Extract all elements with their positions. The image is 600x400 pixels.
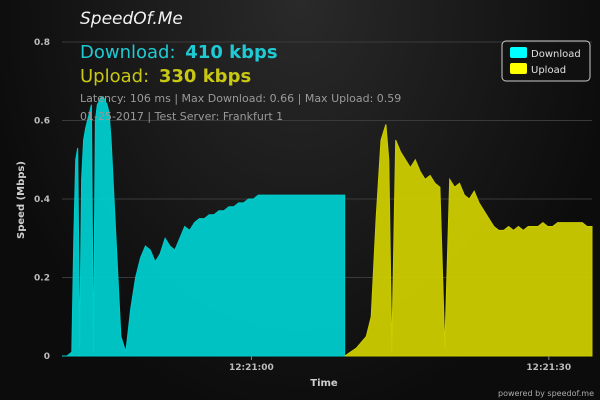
legend-download-swatch [510,47,527,58]
series-areas [62,96,593,357]
x-tick-label: 12:21:30 [526,363,571,373]
download-value: 410 kbps [185,42,277,63]
legend: Download Upload [501,40,591,82]
upload-label: Upload: [80,66,149,87]
y-axis-title: Speed (Mbps) [16,161,27,239]
date-server-line: 01-25-2017 | Test Server: Frankfurt 1 [80,110,283,123]
legend-download-label: Download [531,49,581,60]
legend-upload-label: Upload [531,65,566,76]
y-axis-ticks: 0 0.2 0.4 0.6 0.8 [34,38,50,362]
download-summary: Download: 410 kbps [80,42,278,63]
x-tick-label: 12:21:00 [229,363,274,373]
y-tick-label: 0 [44,352,50,362]
upload-summary: Upload: 330 kbps [80,66,251,87]
x-axis-title: Time [310,378,338,389]
upload-area [344,124,593,357]
stats-line: Latency: 106 ms | Max Download: 0.66 | M… [80,92,401,105]
legend-upload-swatch [510,63,527,74]
y-tick-label: 0.6 [34,117,50,127]
brand-logo-text[interactable]: SpeedOf.Me [80,9,183,29]
upload-value: 330 kbps [159,66,251,87]
x-axis-ticks: 12:21:00 12:21:30 [229,356,571,373]
y-tick-label: 0.8 [34,38,50,48]
y-tick-label: 0.4 [34,195,50,205]
download-area [62,96,346,357]
powered-by-link[interactable]: powered by speedof.me [498,389,594,398]
y-tick-label: 0.2 [34,274,50,284]
download-label: Download: [80,42,176,63]
